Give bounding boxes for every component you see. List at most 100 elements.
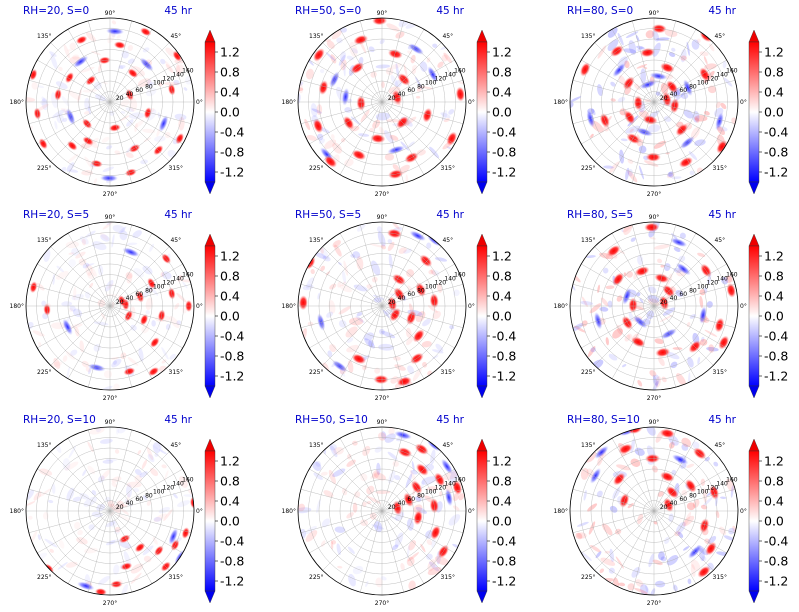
background-texture-cell [686,322,691,328]
background-texture-cell [636,64,648,69]
colorbar-tick-label: 0.0 [492,105,512,120]
radial-tick-label: 60 [135,291,143,298]
radial-tick-label: 140 [172,71,184,78]
negative-anomaly-6 [106,27,124,35]
background-texture-cell [61,95,70,107]
angle-tick-label: 315° [713,574,727,581]
background-texture-cell [637,380,643,387]
angular-gridline [88,20,111,103]
angular-gridline [381,489,464,512]
background-texture-cell [33,491,42,501]
angular-gridline [109,101,132,184]
background-texture-cell [320,471,328,476]
background-texture-cell [366,496,382,504]
background-texture-cell [726,478,735,492]
angular-gridline [653,438,697,512]
background-texture-cell [85,230,96,238]
angular-gridline [611,101,655,175]
angle-tick-label: 90° [649,10,660,17]
background-texture-cell [330,54,337,64]
background-texture-cell [634,83,641,90]
negative-anomaly-7 [715,112,724,130]
background-texture-cell [305,68,314,80]
background-texture-cell [384,130,394,144]
background-texture-cell [411,461,415,472]
background-texture-cell [346,512,354,519]
background-texture-cell [323,490,334,498]
background-texture-cell [111,358,122,368]
colorbar-tick-label: 1.2 [492,45,512,60]
background-texture-cell [689,170,695,176]
background-texture-cell [707,536,717,544]
angle-tick-label: 45° [442,442,453,449]
background-texture-cell [663,263,671,271]
angular-gridline [381,29,425,103]
background-texture-cell [690,126,700,139]
colorbar-tick-label: -0.8 [220,145,244,160]
colorbar-tick-label: 0.8 [764,474,784,489]
background-texture-cell [102,166,115,173]
angular-gridline [300,80,383,103]
background-texture-cell [625,125,641,134]
colorbar: 1.2 0.8 0.4 0.0 -0.4 -0.8 -1.2 [748,438,788,604]
angular-gridline [50,101,111,162]
positive-anomaly-8 [94,588,107,595]
colorbar-extend-bottom [748,181,760,195]
negative-anomaly-7 [670,237,688,248]
angular-gridline [109,101,170,162]
radial-tick-label: 160 [726,477,738,484]
background-texture-cell [662,307,676,316]
background-texture-cell [410,54,416,64]
angle-tick-label: 135° [581,442,595,449]
angular-gridline [67,29,111,103]
background-texture-cell [339,284,352,293]
positive-anomaly-12 [29,281,38,294]
background-texture-cell [149,468,159,477]
background-texture-cell [387,241,395,252]
background-texture-cell [77,529,83,536]
background-texture-cell [51,483,56,494]
radial-tick-label: 120 [163,484,175,491]
radial-tick-label: 100 [425,488,437,495]
angular-gridline [109,305,132,388]
angle-tick-label: 315° [713,369,727,376]
angular-gridline [300,305,383,328]
polar-grid [569,17,739,187]
angular-gridline [381,510,455,554]
angular-gridline [109,263,183,307]
background-texture-cell [694,139,706,146]
colorbar-scale [204,450,216,592]
colorbar-scale [748,245,760,387]
background-texture-cell [706,346,719,352]
colorbar-tick-label: 0.8 [220,65,240,80]
background-texture-cell [84,156,94,170]
negative-anomaly-1 [409,230,426,241]
background-texture-cell [373,294,385,300]
background-texture-cell [176,64,184,74]
background-texture-cell [146,500,152,506]
background-texture-cell [634,447,645,456]
background-texture-cell [597,45,607,59]
radial-tick-label: 60 [407,87,415,94]
radial-tick-label: 60 [135,496,143,503]
background-texture-cell [119,504,127,507]
angular-gridline [653,305,714,366]
positive-anomaly-14 [318,80,329,95]
background-texture-cell [111,482,118,488]
angle-tick-label: 225° [37,165,51,172]
angular-gridline [28,305,111,328]
radial-tick-label: 100 [153,79,165,86]
angular-gridline [339,233,383,307]
background-texture-cell [41,97,49,111]
background-texture-cell [88,367,92,375]
background-texture-cell [398,247,407,254]
colorbar-extend-top [476,29,488,43]
background-texture-cell [637,46,643,51]
positive-anomaly-3 [388,49,403,59]
background-texture-cell [637,255,644,266]
background-texture-cell [668,513,674,522]
angular-gridline [611,438,655,512]
background-texture-cell [730,485,734,498]
panel-time-label: 45 hr [436,414,464,426]
background-texture-cell [617,96,626,103]
